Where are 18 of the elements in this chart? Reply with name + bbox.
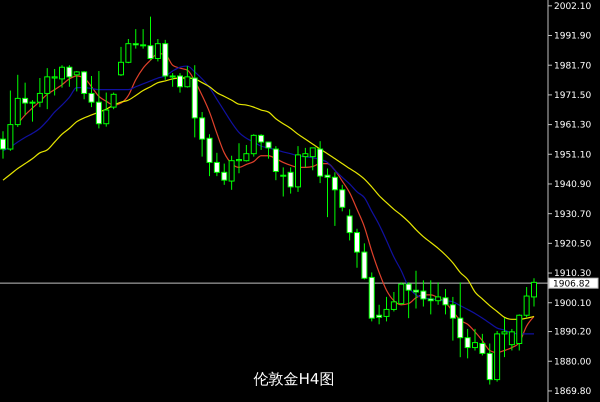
y-tick-label: 1890.20 (554, 328, 592, 338)
y-tick-label: 1991.90 (554, 32, 592, 42)
y-tick-label: 1961.30 (554, 120, 592, 131)
candlestick (110, 92, 117, 110)
y-tick-label: 1981.70 (554, 61, 592, 72)
y-tick-label: 1930.70 (554, 210, 592, 220)
y-tick-label: 2002.10 (554, 2, 592, 12)
y-tick-label: 1971.50 (554, 91, 592, 102)
ref-line-label: 1906.82 (553, 279, 590, 290)
y-tick-label: 1880.00 (554, 357, 592, 368)
candlestick (272, 146, 279, 181)
text: 伦敦金H4图 (254, 370, 334, 388)
y-tick-label: 1900.10 (554, 298, 592, 309)
y-tick-label: 1869.80 (554, 387, 592, 398)
y-tick-label: 1920.50 (554, 240, 592, 250)
y-tick-label: 1910.30 (554, 269, 592, 280)
y-tick-label: 1951.10 (554, 150, 592, 160)
y-tick-label: 1940.90 (554, 180, 592, 190)
